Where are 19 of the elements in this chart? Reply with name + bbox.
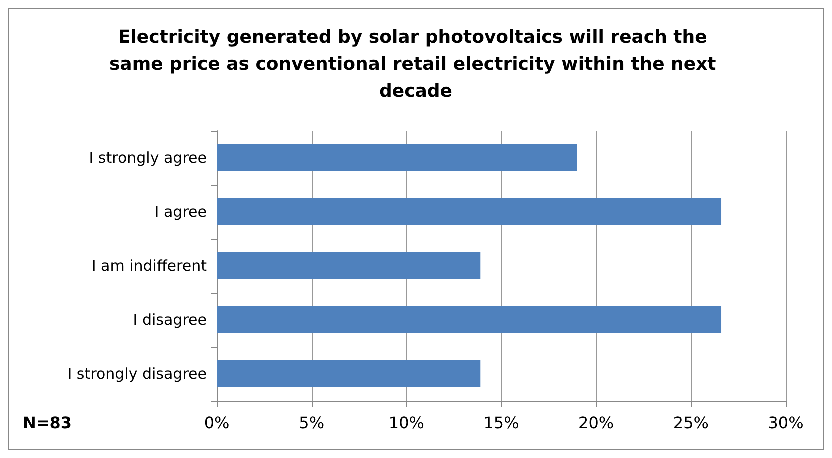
x-tick-label: 5% [299,414,325,432]
chart-title: Electricity generated by solar photovoltaics will reach the same price as conventional retail electricity within the next decade [109,27,723,102]
y-tick-label: I am indifferent [92,257,208,275]
y-tick-label: I agree [154,203,207,221]
y-tick-label: I strongly agree [89,149,207,167]
x-tick-label: 30% [768,414,804,432]
text: N=83 [23,414,72,432]
x-tick-label: 15% [484,414,520,432]
x-tick-label: 25% [673,414,709,432]
bar [217,198,722,226]
bar [217,252,481,280]
bar [217,306,722,334]
x-tick-label: 0% [204,414,230,432]
x-tick-label: 20% [578,414,614,432]
bar [217,144,578,172]
bar [217,360,481,388]
y-tick-label: I strongly disagree [68,365,207,383]
x-tick-label: 10% [388,414,424,432]
y-tick-label: I disagree [133,311,207,329]
